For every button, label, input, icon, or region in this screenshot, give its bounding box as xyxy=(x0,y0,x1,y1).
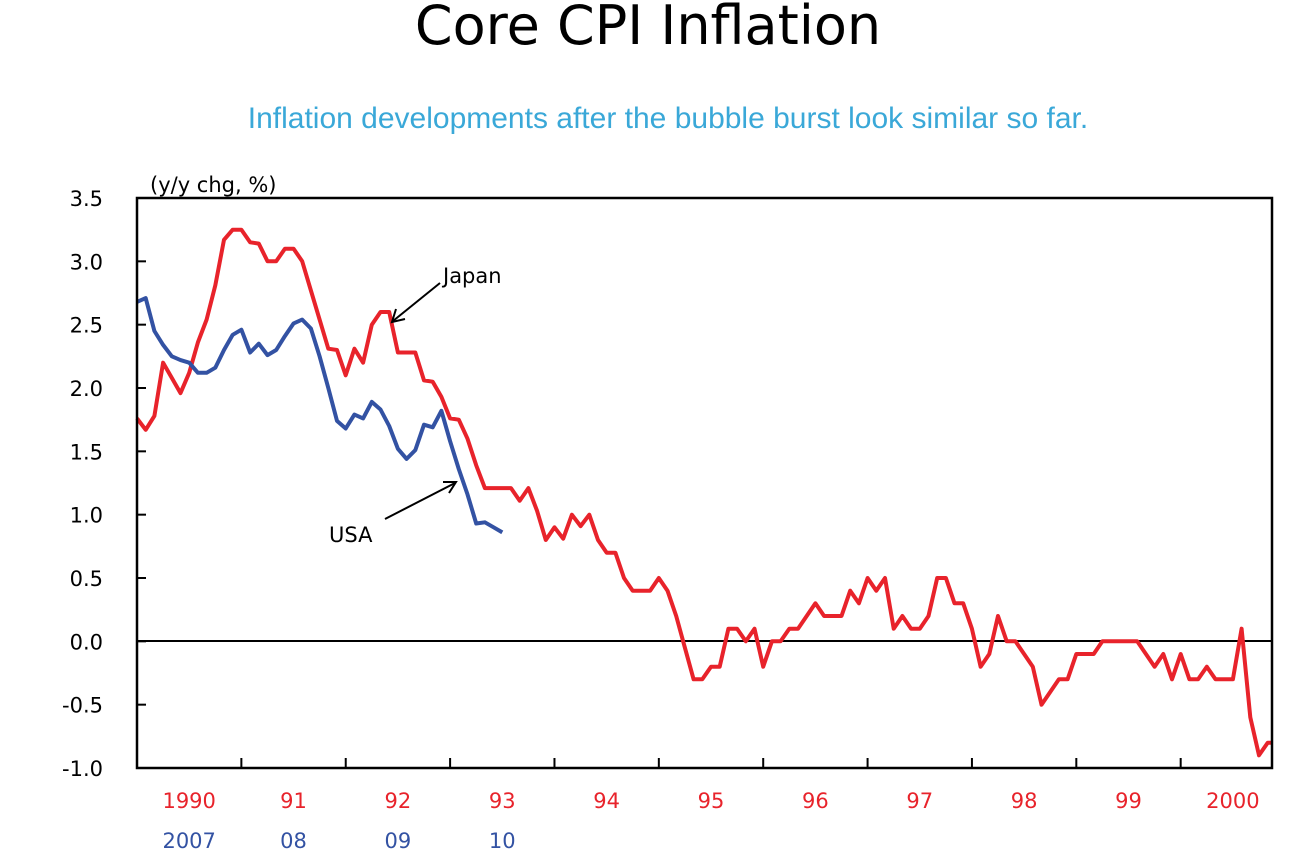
x-axis: 1990 91 92 93 94 95 96 97 98 99 2000 2007 08 09 10 xyxy=(162,758,1260,853)
y-tick-label: -1.0 xyxy=(62,757,103,781)
annotation-usa-arrow xyxy=(384,482,456,520)
annotation-usa: USA xyxy=(329,523,373,547)
y-axis: 3.5 3.0 2.5 2.0 1.5 1.0 0.5 0.0 -0.5 -1.0 xyxy=(62,187,146,781)
x-tick-label-usa: 2007 xyxy=(162,829,215,853)
x-tick-label-japan: 93 xyxy=(489,789,516,813)
annotation-japan-arrow xyxy=(392,282,441,322)
x-tick-label-usa: 09 xyxy=(385,829,412,853)
chart-subtitle: Inflation developments after the bubble … xyxy=(247,102,1089,135)
x-tick-label-japan: 92 xyxy=(385,789,412,813)
x-tick-label-japan: 91 xyxy=(280,789,307,813)
y-tick-label: 2.5 xyxy=(70,314,103,338)
annotation-usa-arrowhead xyxy=(443,481,458,494)
y-tick-label: 1.0 xyxy=(70,504,103,528)
y-tick-label: 3.0 xyxy=(70,250,103,274)
x-tick-label-japan: 2000 xyxy=(1206,789,1259,813)
y-axis-label: (y/y chg, %) xyxy=(150,173,276,197)
x-tick-label-japan: 99 xyxy=(1115,789,1142,813)
y-tick-label: 2.0 xyxy=(70,377,103,401)
x-tick-label-japan: 1990 xyxy=(162,789,215,813)
chart-title: Core CPI Inflation xyxy=(414,0,882,57)
y-tick-label: 0.0 xyxy=(70,630,103,654)
y-tick-label: 1.5 xyxy=(70,440,103,464)
annotation-japan-arrowhead xyxy=(390,308,406,324)
series-line-usa xyxy=(136,296,504,535)
x-tick-label-japan: 94 xyxy=(593,789,620,813)
x-tick-label-usa: 10 xyxy=(489,829,516,853)
x-tick-label-japan: 95 xyxy=(698,789,725,813)
y-tick-label: -0.5 xyxy=(62,694,103,718)
x-tick-label-japan: 96 xyxy=(802,789,829,813)
series-line-japan xyxy=(135,227,1272,758)
plot-area-frame xyxy=(135,196,1274,770)
y-tick-label: 0.5 xyxy=(70,567,103,591)
x-tick-label-japan: 98 xyxy=(1011,789,1038,813)
annotation-japan: Japan xyxy=(441,264,502,288)
x-tick-label-japan: 97 xyxy=(906,789,933,813)
y-tick-label: 3.5 xyxy=(70,187,103,211)
x-tick-label-usa: 08 xyxy=(280,829,307,853)
